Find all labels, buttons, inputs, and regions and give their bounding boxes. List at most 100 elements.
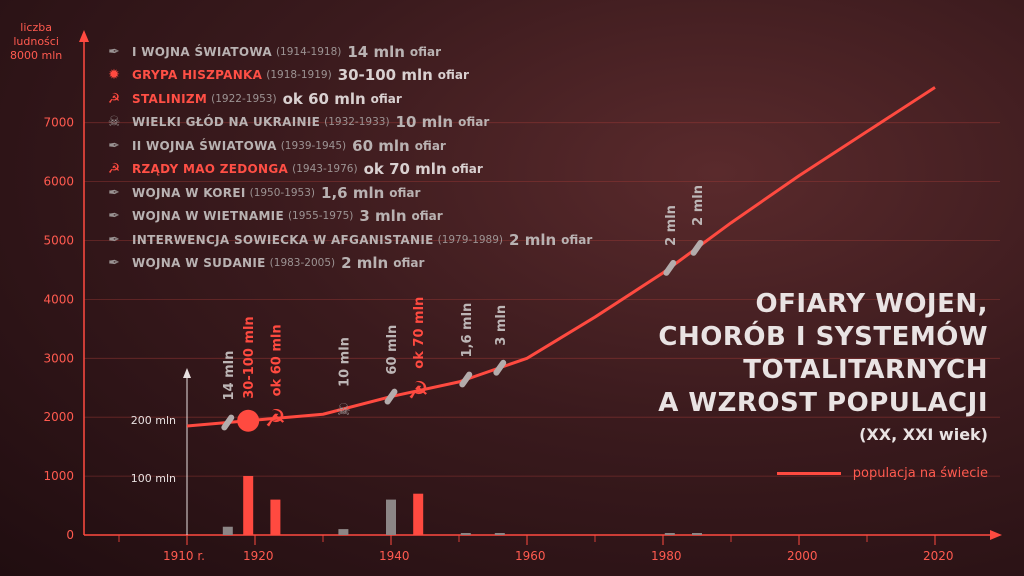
chart-title: OFIARY WOJEN, CHORÓB I SYSTEMÓW TOTALITA…: [658, 288, 988, 450]
event-value: ok 70 mln: [363, 160, 447, 179]
victims-label: 3 mln: [494, 305, 509, 346]
victims-label: 1,6 mln: [460, 303, 475, 358]
event-row: ✒ I WOJNA ŚWIATOWA (1914-1918) 14 mln ofiar: [104, 40, 664, 64]
y-tick-label: 5000: [43, 234, 74, 248]
event-value: 30-100 mln: [337, 66, 433, 85]
hammer-sickle-icon: ☭: [265, 404, 287, 432]
event-value: 2 mln: [341, 254, 389, 273]
victims-label: 30-100 mln: [242, 316, 257, 398]
title-line: CHORÓB I SYSTEMÓW: [658, 322, 988, 352]
event-name: I WOJNA ŚWIATOWA: [132, 44, 272, 59]
event-value: 60 mln: [352, 136, 410, 155]
hammer-sickle-icon: ☭: [107, 90, 121, 107]
title-line: OFIARY WOJEN,: [755, 289, 988, 319]
bomb-icon: ✒: [108, 231, 120, 248]
x-tick-label: 1940: [379, 549, 410, 563]
victims-label: 2 mln: [691, 185, 706, 226]
victims-label: ok 60 mln: [269, 324, 284, 396]
legend-swatch: [776, 472, 841, 475]
victims-bar: [460, 533, 471, 535]
victims-label-100: 100 mln: [131, 472, 176, 485]
victims-label: 14 mln: [222, 351, 237, 401]
hammer-sickle-icon: ☭: [107, 161, 121, 178]
y-tick-label: 4000: [43, 292, 74, 306]
event-row: ✒ WOJNA W WIETNAMIE (1955-1975) 3 mln ofiar: [104, 205, 664, 229]
event-years: (1943-1976): [292, 163, 358, 176]
skull-icon: ☠: [107, 114, 121, 131]
event-name: WOJNA W WIETNAMIE: [132, 209, 284, 224]
event-years: (1955-1975): [287, 210, 354, 223]
event-row: ☠ WIELKI GŁÓD NA UKRAINIE (1932-1933) 10 ml…: [104, 111, 664, 135]
victims-bar: [243, 476, 254, 535]
event-unit: ofiar: [393, 256, 425, 271]
event-name: STALINIZM: [132, 91, 208, 106]
bomb-icon: ✒: [108, 43, 120, 60]
event-name: II WOJNA ŚWIATOWA: [132, 138, 277, 153]
event-name: WOJNA W SUDANIE: [132, 256, 266, 271]
event-unit: ofiar: [458, 115, 490, 130]
event-unit: ofiar: [370, 91, 402, 106]
event-row: ☭ RZĄDY MAO ZEDONGA (1943-1976) ok 70 mln of…: [104, 158, 664, 182]
legend: populacja na świecie: [776, 466, 988, 481]
hammer-sickle-icon: ☭: [407, 377, 429, 405]
y-axis-title-line: liczba: [20, 21, 52, 34]
event-name: WIELKI GŁÓD NA UKRAINIE: [132, 115, 321, 130]
bomb-icon: [384, 388, 398, 405]
event-unit: ofiar: [437, 68, 469, 83]
events-list: ✒ I WOJNA ŚWIATOWA (1914-1918) 14 mln ofiar ✹…: [104, 40, 664, 275]
event-value: 2 mln: [509, 230, 557, 249]
victims-axis-arrow: [183, 368, 191, 378]
victims-bar: [664, 533, 675, 535]
event-unit: ofiar: [451, 162, 483, 177]
victims-label: 10 mln: [337, 337, 352, 387]
event-years: (1979-1989): [437, 233, 504, 246]
event-value: 10 mln: [395, 113, 454, 132]
event-unit: ofiar: [409, 44, 442, 59]
event-years: (1914-1918): [275, 45, 342, 58]
event-value: 3 mln: [359, 207, 407, 226]
victims-label: ok 70 mln: [412, 297, 427, 369]
victims-bar: [386, 499, 396, 535]
bomb-icon: ✒: [108, 184, 120, 201]
x-tick-label: 1980: [651, 549, 682, 563]
victims-label: 2 mln: [664, 205, 679, 246]
event-years: (1922-1953): [211, 92, 277, 105]
event-row: ✒ WOJNA W KOREI (1950-1953) 1,6 mln ofiar: [104, 181, 664, 205]
event-row: ☭ STALINIZM (1922-1953) ok 60 mln ofiar: [104, 87, 664, 111]
bomb-icon: ✒: [108, 255, 120, 272]
skull-icon: ☠: [336, 400, 350, 419]
bomb-icon: [459, 371, 473, 388]
event-years: (1932-1933): [324, 116, 390, 129]
victims-bar: [222, 526, 233, 535]
event-years: (1918-1919): [266, 69, 332, 82]
bomb-icon: [663, 259, 677, 276]
victims-bar: [270, 499, 281, 535]
victims-label-200: 200 mln: [131, 414, 176, 427]
x-axis-arrow: [990, 530, 1002, 540]
bomb-icon: [690, 239, 704, 256]
virus-icon: ✹: [108, 67, 120, 84]
event-unit: ofiar: [561, 232, 593, 247]
event-name: INTERWENCJA SOWIECKA W AFGANISTANIE: [132, 232, 434, 247]
event-unit: ofiar: [414, 138, 446, 153]
event-name: WOJNA W KOREI: [132, 185, 246, 200]
event-row: ✒ WOJNA W SUDANIE (1983-2005) 2 mln ofiar: [104, 252, 664, 276]
y-tick-label: 7000: [43, 116, 74, 130]
event-value: ok 60 mln: [282, 89, 366, 108]
x-tick-label: 1910 r.: [163, 549, 205, 563]
event-value: 1,6 mln: [321, 183, 385, 202]
event-years: (1950-1953): [249, 186, 316, 199]
y-axis-arrow: [79, 30, 89, 42]
event-row: ✹ GRYPA HISZPANKA (1918-1919) 30-100 mln ofi…: [104, 64, 664, 88]
subtitle: (XX, XXI wiek): [859, 425, 988, 444]
x-tick-label: 1960: [515, 549, 546, 563]
y-tick-label: 1000: [43, 469, 74, 483]
event-years: (1983-2005): [269, 257, 336, 270]
event-value: 14 mln: [347, 42, 405, 61]
y-axis-title: liczba ludności 8000 mln: [10, 21, 62, 63]
x-tick-label: 2000: [787, 549, 818, 563]
victims-bar: [494, 533, 505, 535]
y-tick-label: 0: [66, 528, 74, 542]
event-unit: ofiar: [411, 209, 443, 224]
